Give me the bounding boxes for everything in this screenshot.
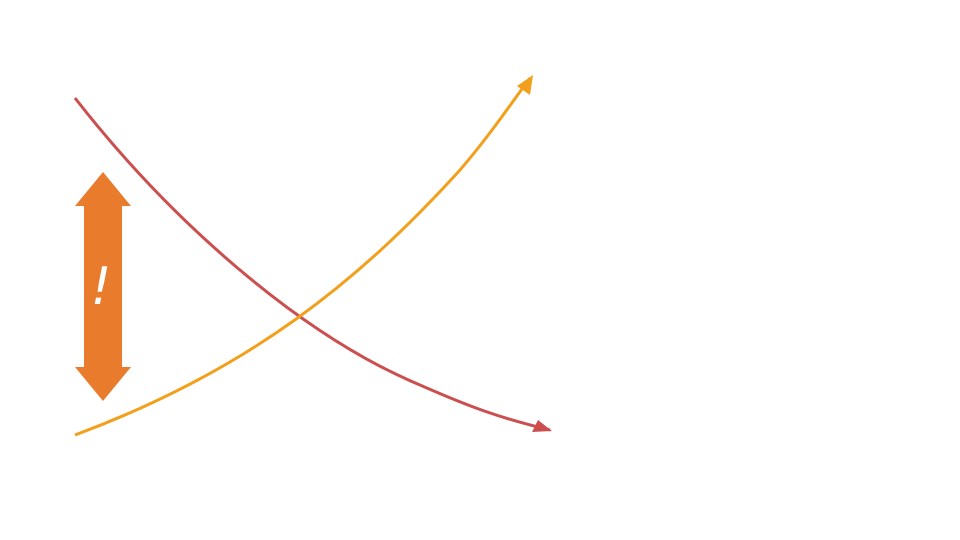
decreasing-curve [73,97,551,432]
double-arrow [75,172,131,401]
increasing-arrowhead [517,75,533,95]
decreasing-arrowhead [532,420,552,432]
callout-label: ! [91,257,112,317]
increasing-curve [74,77,532,437]
